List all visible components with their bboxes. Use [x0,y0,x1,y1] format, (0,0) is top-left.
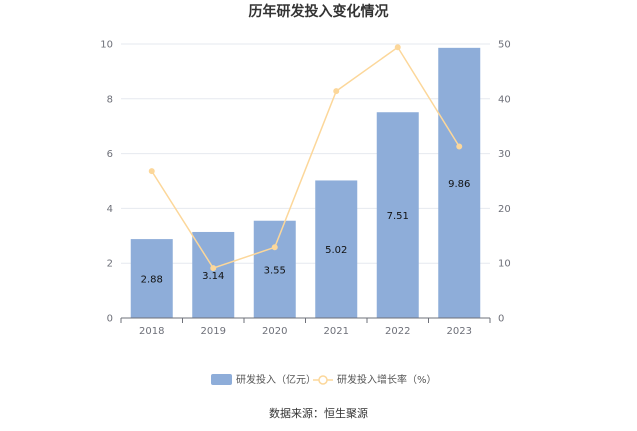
x-tick-label: 2021 [324,326,349,337]
growth-rate-point [148,168,155,175]
bar [130,239,173,318]
legend-line-label[interactable]: 研发投入增长率（%） [337,373,437,386]
y-right-tick-label: 10 [498,259,511,270]
y-left-tick-label: 0 [107,314,113,325]
growth-rate-point [333,88,340,95]
y-right-tick-label: 40 [498,94,511,105]
y-left-tick-label: 6 [107,149,113,160]
x-tick-label: 2023 [447,326,472,337]
growth-rate-point [394,44,401,51]
y-right-tick-label: 0 [498,314,504,325]
y-left-tick-label: 10 [100,40,113,51]
y-axis-right: 0 10 20 30 40 50 [498,40,511,325]
chart-title: 历年研发投入变化情况 [249,3,389,20]
bar [376,112,419,318]
bar [438,47,481,318]
legend-line-marker[interactable] [318,375,328,385]
bar [253,220,296,318]
y-right-tick-label: 50 [498,40,511,51]
legend-bar-label[interactable]: 研发投入（亿元） [236,373,316,386]
x-tick-label: 2020 [262,326,287,337]
y-left-tick-label: 2 [107,259,113,270]
y-left-tick-label: 4 [107,204,113,215]
growth-rate-line [151,46,460,270]
y-right-tick-label: 30 [498,149,511,160]
bar-value-label: 9.86 [448,179,470,190]
bar-value-label: 3.14 [202,271,224,282]
y-left-tick-label: 8 [107,94,113,105]
x-tick-label: 2022 [385,326,410,337]
legend[interactable]: 研发投入（亿元） 研发投入增长率（%） [211,373,437,386]
bar-value-label: 7.51 [387,211,409,222]
x-axis: 2018 2019 2020 2021 2022 2023 [120,317,491,337]
line-series [148,44,463,272]
bar-value-label: 5.02 [325,245,347,256]
bar-series: 2.88 3.14 3.55 5.02 7.51 9.86 [130,47,481,318]
y-axis-left: 0 2 4 6 8 10 [100,40,113,325]
growth-rate-point [210,265,217,272]
gridlines [121,43,490,264]
x-tick-label: 2019 [201,326,226,337]
data-source: 数据来源：恒生聚源 [269,406,368,420]
x-tick-label: 2018 [139,326,164,337]
y-right-tick-label: 20 [498,204,511,215]
legend-bar-swatch[interactable] [211,374,232,385]
bar [315,180,358,318]
growth-rate-point [456,143,463,150]
bar-value-label: 2.88 [141,275,163,286]
growth-rate-point [271,244,278,251]
bar-value-label: 3.55 [264,265,286,276]
